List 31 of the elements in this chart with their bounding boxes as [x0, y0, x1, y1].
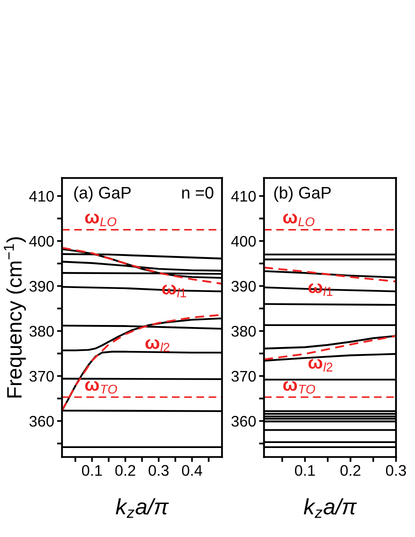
- y-tick-label: 410: [231, 190, 256, 202]
- ref-line-label: ω$_{TO}$: [283, 380, 316, 394]
- annotation: n =0: [182, 186, 214, 199]
- x-tick-label: 0.1: [294, 465, 315, 476]
- annotation: ω$_{l2}$: [145, 339, 170, 352]
- y-axis-title: Frequency (cm$^{−1}$): [4, 237, 26, 398]
- x-tick-label: 0.2: [115, 465, 136, 476]
- ref-line-label: ω$_{LO}$: [85, 214, 116, 226]
- y-tick-label: 370: [231, 370, 256, 382]
- ref-line-label: ω$_{LO}$: [283, 214, 314, 226]
- y-tick-label: 410: [29, 190, 54, 202]
- annotation: (b) GaP: [274, 186, 331, 202]
- x-axis-title: k$_{z}$a/π: [304, 498, 357, 518]
- ref-line-label: ω$_{TO}$: [85, 380, 118, 394]
- annotation: ω$_{l2}$: [308, 358, 332, 372]
- x-tick-label: 0.1: [82, 465, 102, 476]
- x-tick-label: 0.3: [148, 465, 169, 476]
- x-tick-label: 0.3: [386, 465, 406, 476]
- y-tick-label: 370: [29, 370, 54, 382]
- x-axis-title: k$_{z}$a/π: [116, 498, 169, 518]
- y-tick-label: 380: [231, 326, 256, 337]
- y-tick-label: 390: [29, 280, 54, 292]
- y-tick-label: 380: [29, 326, 54, 337]
- x-tick-label: 0.4: [182, 465, 202, 476]
- y-tick-label: 360: [231, 416, 256, 427]
- x-tick-label: 0.2: [340, 465, 360, 476]
- annotation: (a) GaP: [74, 186, 131, 202]
- y-tick-label: 400: [29, 236, 54, 247]
- y-tick-label: 400: [231, 236, 256, 247]
- y-tick-label: 360: [29, 416, 54, 427]
- y-tick-label: 390: [231, 280, 256, 292]
